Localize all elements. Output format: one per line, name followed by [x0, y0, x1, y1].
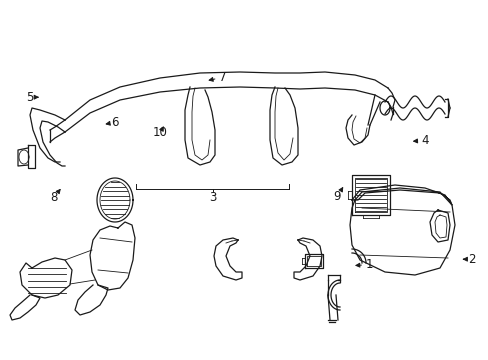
Text: 10: 10: [153, 126, 167, 139]
Text: 8: 8: [50, 191, 58, 204]
Text: 5: 5: [25, 91, 33, 104]
Text: 3: 3: [208, 191, 216, 204]
Text: 6: 6: [111, 116, 119, 129]
Text: 2: 2: [467, 253, 475, 266]
Text: 4: 4: [421, 134, 428, 147]
Text: 9: 9: [333, 190, 341, 203]
Text: 7: 7: [218, 71, 226, 84]
Text: 1: 1: [365, 258, 372, 271]
